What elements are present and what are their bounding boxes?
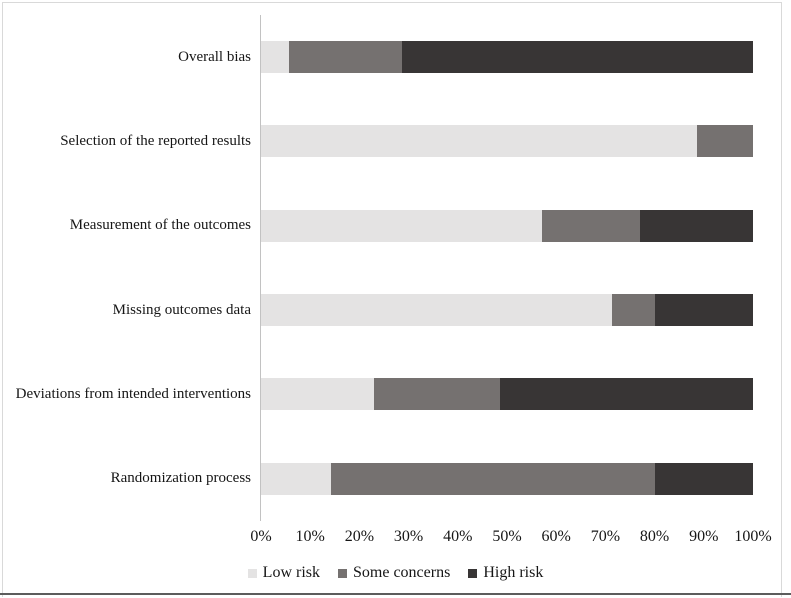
- x-tick-label: 70%: [590, 528, 621, 545]
- stacked-bar: [261, 378, 753, 411]
- chart-row: Deviations from intended interventions: [0, 352, 791, 436]
- x-tick-label: 30%: [393, 528, 424, 545]
- chart-row: Missing outcomes data: [0, 268, 791, 352]
- stacked-bar: [261, 41, 753, 74]
- legend-swatch: [468, 568, 478, 578]
- plot-area: Overall bias Selection of the reported re…: [0, 15, 791, 521]
- category-label: Missing outcomes data: [112, 301, 251, 318]
- category-label: Deviations from intended interventions: [15, 385, 251, 402]
- bar-segment-high-risk: [640, 209, 753, 242]
- y-axis-line: [260, 15, 261, 521]
- bar-segment-some-concerns: [541, 209, 641, 242]
- bar-segment-some-concerns: [696, 125, 753, 158]
- bar-segment-some-concerns: [289, 41, 402, 74]
- bar-segment-high-risk: [401, 41, 753, 74]
- legend-item: High risk: [468, 564, 543, 582]
- bar-segment-high-risk: [654, 462, 753, 495]
- bar-segment-some-concerns: [373, 378, 501, 411]
- bar-segment-low-risk: [261, 125, 697, 158]
- x-tick-label: 20%: [344, 528, 375, 545]
- x-tick-label: 10%: [295, 528, 325, 545]
- legend-swatch: [247, 568, 257, 578]
- category-label: Overall bias: [178, 48, 251, 65]
- rows: Overall bias Selection of the reported re…: [0, 15, 791, 521]
- x-tick-label: 100%: [734, 528, 772, 545]
- category-label: Measurement of the outcomes: [69, 217, 251, 234]
- stacked-bar: [261, 462, 753, 495]
- chart-row: Selection of the reported results: [0, 99, 791, 183]
- bar-segment-low-risk: [261, 294, 613, 327]
- x-tick-label: 40%: [443, 528, 473, 545]
- stacked-bar: [261, 209, 753, 242]
- bar-segment-low-risk: [261, 378, 374, 411]
- x-tick-label: 50%: [492, 528, 522, 545]
- stacked-bar: [261, 125, 753, 158]
- category-label: Selection of the reported results: [60, 132, 251, 149]
- x-tick-label: 80%: [639, 528, 670, 545]
- legend-label: High risk: [483, 564, 544, 581]
- bar-segment-high-risk: [654, 294, 753, 327]
- x-axis: 0% 10% 20% 30% 40% 50% 60% 70% 80% 90% 100%: [250, 528, 771, 548]
- chart-row: Measurement of the outcomes: [0, 184, 791, 268]
- bar-segment-some-concerns: [612, 294, 655, 327]
- legend-label: Some concerns: [353, 564, 451, 581]
- bar-segment-some-concerns: [331, 462, 655, 495]
- legend-item: Low risk: [247, 564, 320, 582]
- bar-segment-low-risk: [261, 462, 332, 495]
- bottom-divider: [0, 593, 791, 595]
- legend-swatch: [338, 568, 347, 578]
- bar-segment-low-risk: [261, 41, 290, 74]
- stacked-bar: [261, 294, 753, 327]
- legend: Low risk Some concerns High risk: [0, 563, 791, 583]
- legend-label: Low risk: [262, 564, 320, 581]
- chart-row: Randomization process: [0, 437, 791, 521]
- category-label: Randomization process: [110, 470, 251, 487]
- x-tick-label: 90%: [689, 528, 719, 545]
- bar-segment-high-risk: [500, 378, 753, 411]
- x-tick-label: 0%: [250, 528, 272, 545]
- chart-row: Overall bias: [0, 15, 791, 99]
- x-tick-label: 60%: [541, 528, 571, 545]
- legend-item: Some concerns: [338, 564, 450, 582]
- bar-segment-low-risk: [261, 209, 542, 242]
